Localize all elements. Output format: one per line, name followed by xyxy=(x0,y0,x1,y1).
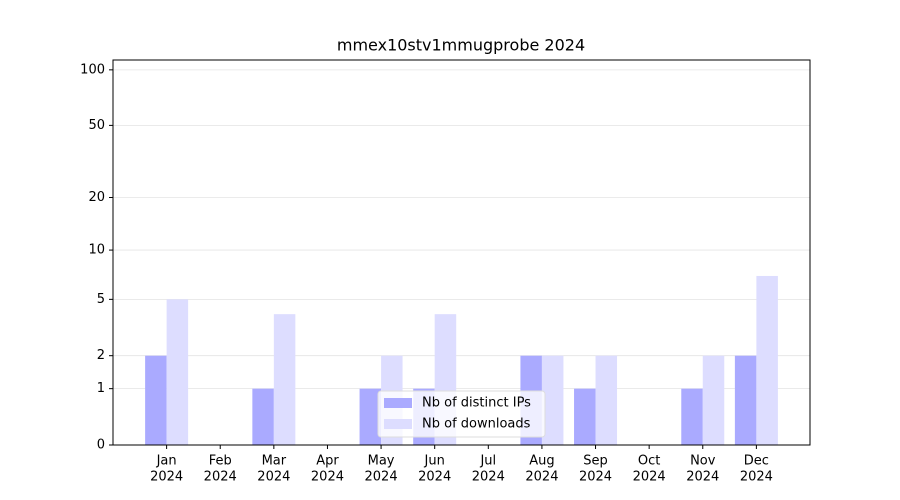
y-tick-label: 2 xyxy=(97,348,105,363)
x-tick-label: Jul xyxy=(479,454,496,469)
x-tick-label: 2024 xyxy=(311,470,344,485)
x-tick-label: 2024 xyxy=(150,470,183,485)
bar xyxy=(145,355,167,445)
legend-swatch xyxy=(384,419,412,429)
x-tick-label: 2024 xyxy=(525,470,558,485)
bar xyxy=(574,388,596,445)
bar xyxy=(681,388,703,445)
bar xyxy=(252,388,274,445)
x-tick-label: 2024 xyxy=(365,470,398,485)
x-tick-label: 2024 xyxy=(633,470,666,485)
legend-swatch xyxy=(384,398,412,408)
y-tick-label: 0 xyxy=(97,438,105,453)
x-tick-label: May xyxy=(368,454,395,469)
plot-frame xyxy=(112,59,811,446)
bar xyxy=(595,355,618,445)
y-tick-label: 5 xyxy=(97,292,105,307)
x-tick-label: Apr xyxy=(316,454,339,469)
x-tick-label: Feb xyxy=(209,454,232,469)
bar xyxy=(756,275,778,445)
x-tick-label: Mar xyxy=(262,454,287,469)
x-tick-label: Nov xyxy=(690,454,716,469)
y-tick-label: 1 xyxy=(97,381,105,396)
x-tick-label: 2024 xyxy=(418,470,451,485)
y-tick-label: 100 xyxy=(80,62,105,77)
x-tick-label: Dec xyxy=(744,454,769,469)
x-tick-label: 2024 xyxy=(740,470,773,485)
bar xyxy=(166,299,189,445)
x-tick-label: Sep xyxy=(583,454,608,469)
y-tick-label: 50 xyxy=(88,118,105,133)
x-tick-label: 2024 xyxy=(686,470,719,485)
x-tick-label: Jan xyxy=(156,454,177,469)
legend-label: Nb of distinct IPs xyxy=(422,396,531,411)
bar xyxy=(359,388,382,445)
y-tick-label: 10 xyxy=(88,243,105,258)
legend-label: Nb of downloads xyxy=(422,417,531,432)
bar xyxy=(734,355,757,445)
x-tick-label: Aug xyxy=(529,454,554,469)
chart-title: mmex10stv1mmugprobe 2024 xyxy=(337,36,585,55)
bar xyxy=(273,314,296,445)
x-tick-label: 2024 xyxy=(579,470,612,485)
x-tick-label: 2024 xyxy=(204,470,237,485)
y-tick-label: 20 xyxy=(88,190,105,205)
legend-box xyxy=(377,390,546,438)
x-tick-label: Oct xyxy=(638,454,660,469)
x-tick-label: Jun xyxy=(424,454,445,469)
bar xyxy=(702,355,725,445)
x-tick-label: 2024 xyxy=(472,470,505,485)
x-tick-label: 2024 xyxy=(257,470,290,485)
bar xyxy=(541,355,564,445)
